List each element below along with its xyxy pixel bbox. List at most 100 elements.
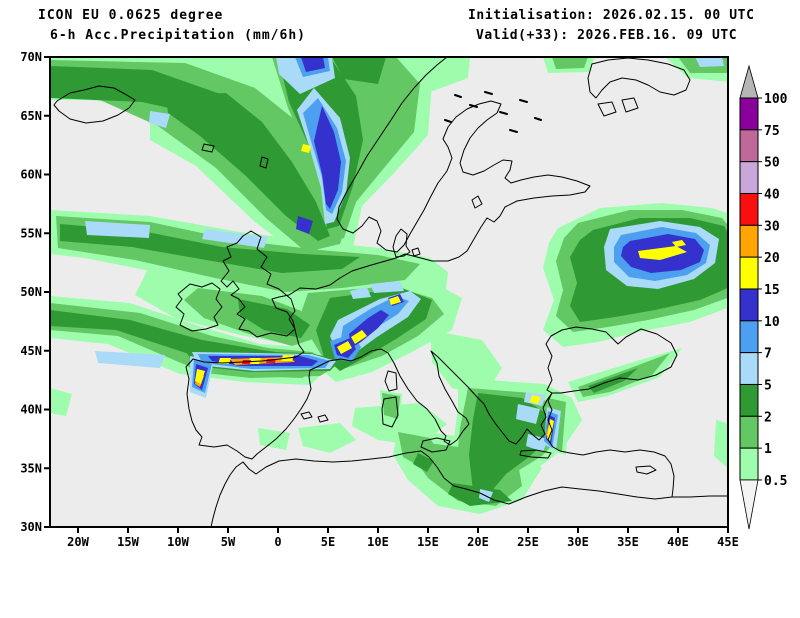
lon-tick-label: 10W [167,535,189,549]
colorbar-bottom-label: 0.5 [764,474,787,489]
precip-area [50,388,72,416]
lat-tick-label: 60N [20,168,42,182]
precip-area [430,330,502,396]
precip-area [530,395,541,404]
precip-area [298,423,356,453]
lat-tick-label: 50N [20,285,42,299]
colorbar-label: 10 [764,315,780,330]
lon-tick-label: 20E [467,535,489,549]
coastline [545,326,678,394]
coastline [201,143,215,153]
precip-area [314,106,341,209]
coastline [300,411,313,420]
lat-tick-label: 35N [20,461,42,475]
colorbar-label: 2 [764,410,772,425]
coastline [569,449,675,498]
model-title: ICON EU 0.0625 degree [38,8,224,23]
colorbar-segment [739,415,759,449]
lon-tick-label: 25E [517,535,539,549]
precip-area [238,299,310,338]
lon-tick-label: 5E [321,535,335,549]
lat-tick-label: 55N [20,226,42,240]
precip-area [382,393,400,419]
coastline-layer [53,57,728,527]
colorbar-segment [739,256,759,290]
coastline [175,282,223,332]
colorbar-label: 20 [764,251,780,266]
init-time-label: Initialisation: 2026.02.15. 00 UTC [468,8,755,23]
precip-area [195,369,205,384]
colorbar-segment [739,447,759,481]
colorbar-label: 5 [764,378,772,393]
colorbar-segment [739,192,759,226]
lon-tick-label: 40E [667,535,689,549]
precip-area [202,229,268,248]
lon-tick-label: 20W [67,535,89,549]
coastline [53,85,136,124]
lon-tick-label: 15W [117,535,139,549]
colorbar-label: 100 [764,92,788,107]
precip-area [352,403,447,446]
precip-area [526,434,548,452]
precip-area [714,420,728,469]
coastline [384,370,398,392]
precip-layer [50,57,728,514]
lat-tick-label: 30N [20,520,42,534]
colorbar-label: 1 [764,442,772,457]
colorbar-label: 7 [764,347,772,362]
coastline [185,57,591,460]
colorbar-label: 40 [764,187,780,202]
coastline [621,97,639,113]
lat-tick-label: 70N [20,50,42,64]
precip-area [301,144,311,153]
coastline [392,228,411,258]
precip-area [672,240,686,247]
colorbar-label: 15 [764,283,780,298]
lon-tick-label: 45E [717,535,739,549]
lon-tick-label: 0 [274,535,281,549]
coastline [587,57,691,99]
coastline [411,247,421,257]
precip-area [552,57,588,69]
precip-area [149,111,170,128]
coastline [597,101,617,117]
coastline [635,465,657,475]
precip-area [695,57,724,67]
coastline [220,230,296,338]
lon-tick-label: 15E [417,535,439,549]
coastline [547,392,571,454]
lon-tick-label: 35E [617,535,639,549]
precip-area [337,341,352,354]
colorbar-segment [739,224,759,258]
precip-area [296,216,313,234]
precip-area [638,246,687,260]
lakes [444,91,542,133]
precip-area [85,221,150,238]
precip-area [413,453,434,472]
coastline [420,437,451,453]
colorbar-segment [739,288,759,322]
precip-area [547,419,554,441]
precip-area [389,296,401,305]
lon-tick-label: 10E [367,535,389,549]
coastline [259,156,269,169]
valid-time-label: Valid(+33): 2026.FEB.16. 09 UTC [476,28,738,43]
colorbar-label: 75 [764,124,780,139]
lat-tick-label: 45N [20,344,42,358]
coastline [471,195,483,209]
coastline [488,392,553,445]
lon-tick-label: 5W [221,535,236,549]
precip-area [95,351,165,368]
precip-area [350,287,371,299]
precip-area [400,57,470,92]
coastline [671,495,728,498]
precip-area [332,57,386,84]
coastline [317,414,329,423]
axes: 70N 65N 60N 55N 50N 45N 40N 35N 30N 20W 15W 10W 5W 0 5… [20,50,739,549]
colorbar-under-arrow [739,479,759,530]
precip-area [301,57,325,72]
colorbar-segment [739,161,759,194]
colorbar-over-arrow [739,64,759,99]
product-title: 6-h Acc.Precipitation (mm/6h) [50,28,306,43]
lon-tick-label: 30E [567,535,589,549]
